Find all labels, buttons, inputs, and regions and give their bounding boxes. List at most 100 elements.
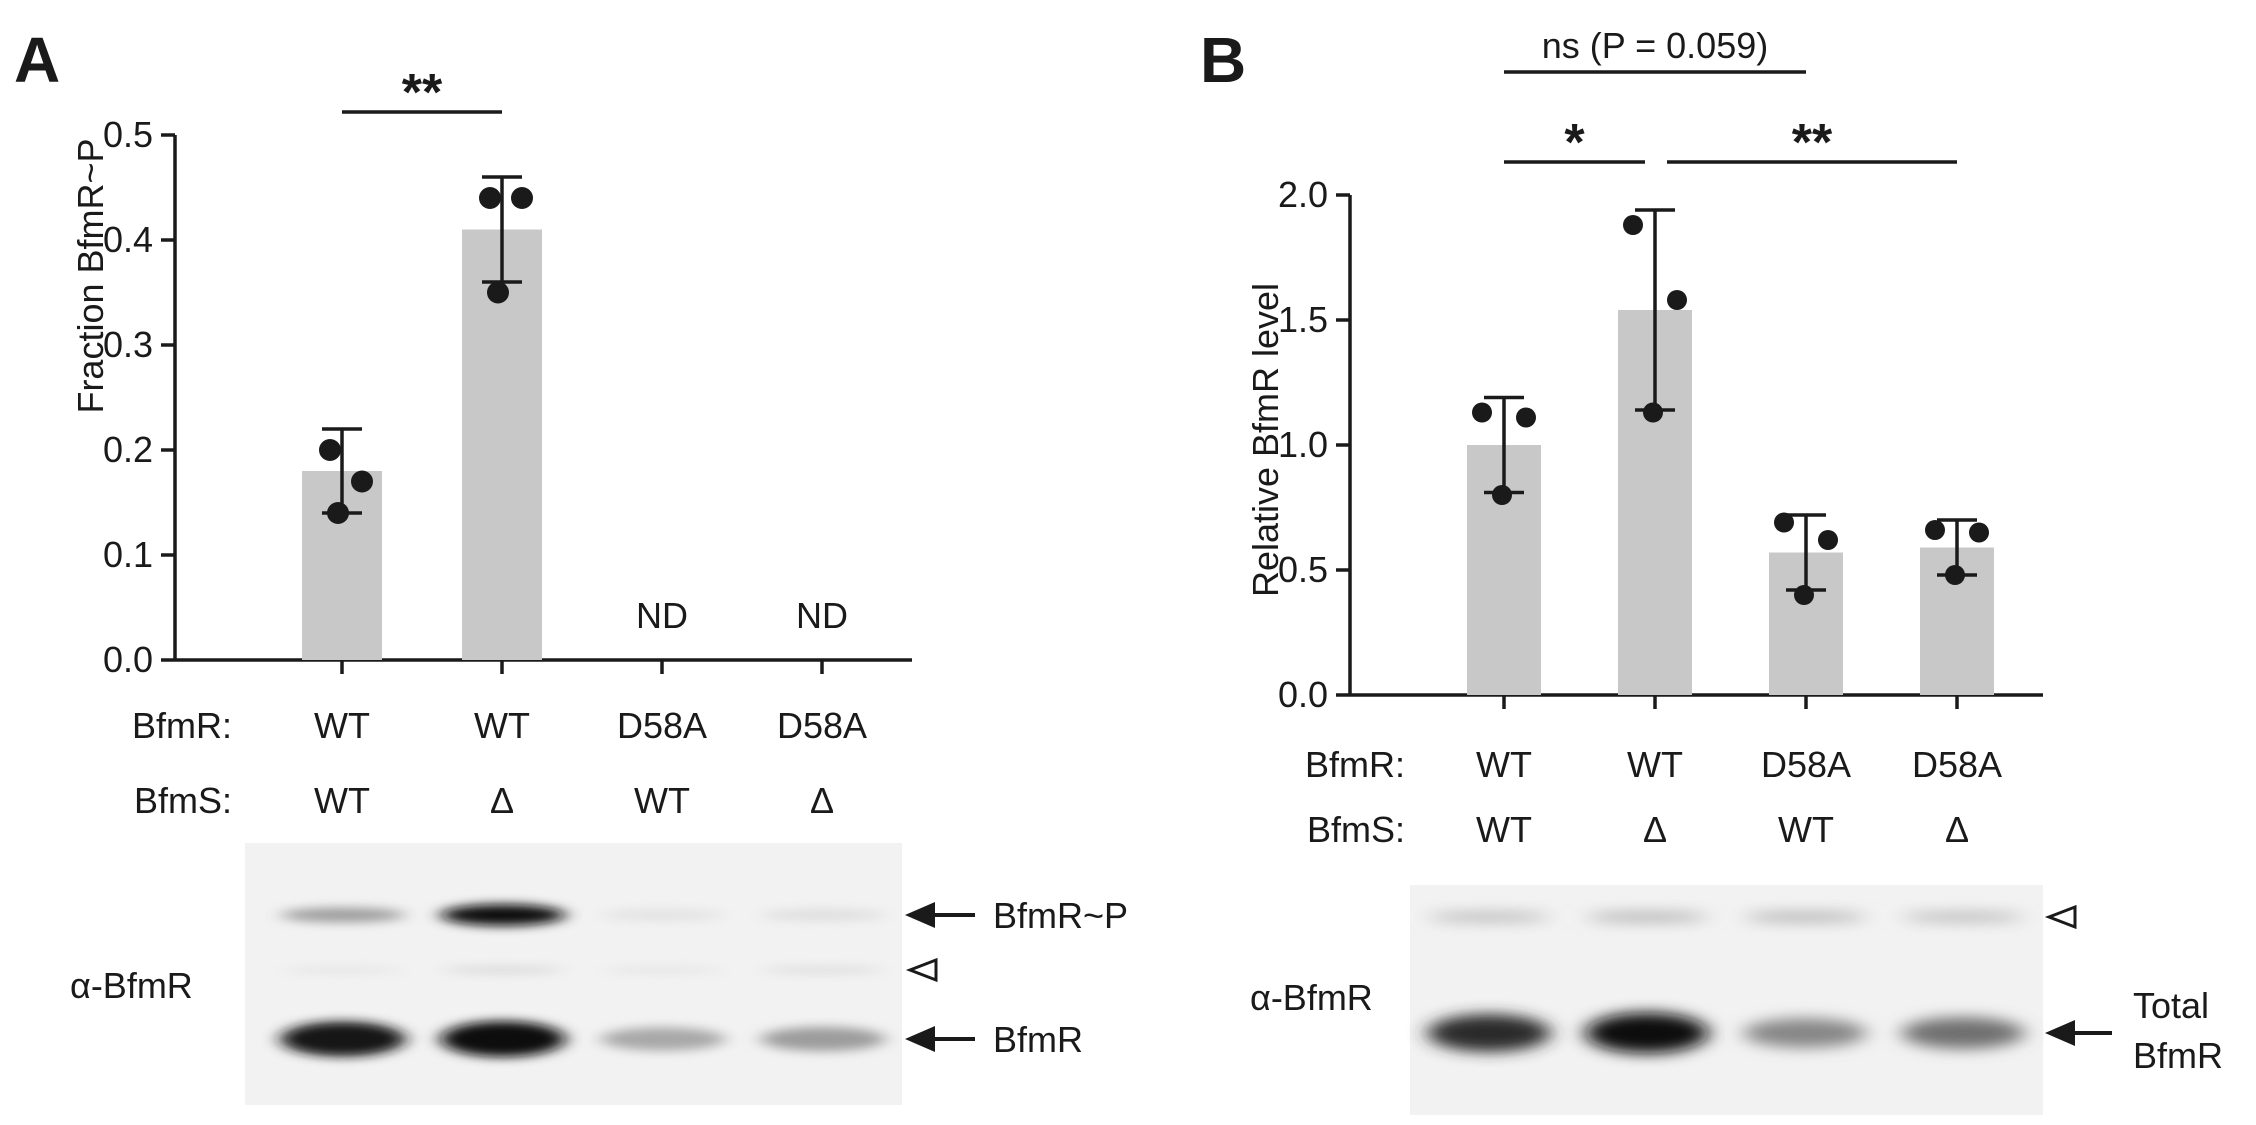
panel-b-blot-band: [1901, 912, 2025, 922]
panel-b-y-tick-label: 1.0: [1278, 424, 1328, 465]
panel-a-y-axis-label: Fraction BfmR~P: [70, 138, 111, 413]
panel-a-blot-antibody-label: α-BfmR: [70, 965, 193, 1006]
panel-b-data-point: [1969, 522, 1989, 543]
panel-b-data-point: [1643, 402, 1663, 423]
panel-a-not-detected-label: ND: [636, 595, 688, 636]
panel-b-data-point: [1818, 530, 1838, 550]
panel-a-bfms-genotype-label: Δ: [810, 780, 834, 821]
panel-a-data-point: [479, 187, 501, 209]
panel-a-plot: 0.0 0.1 0.2 0.3 0.4 0.5 WT WT WT Δ D58A WT ND D58A Δ ND…: [103, 64, 912, 821]
panel-a-blot-band: [280, 967, 406, 973]
panel-a-band-arrow-bfmr: [905, 1026, 975, 1052]
panel-a-data-point: [351, 470, 373, 493]
open-triangle-icon: [905, 957, 938, 983]
panel-a-blot-band: [280, 907, 406, 923]
panel-a-blot-band: [440, 904, 566, 926]
panel-b-blot-antibody-label: α-BfmR: [1250, 977, 1373, 1018]
panel-b-blot-band: [1427, 912, 1551, 922]
panel-a: A Fraction BfmR~P 0.0 0.1 0.2 0.3 0.4 0.5 WT WT…: [14, 24, 1128, 1105]
panel-a-data-point: [487, 281, 509, 304]
panel-b-blot-band: [1585, 912, 1709, 922]
panel-b-data-point: [1925, 520, 1945, 540]
panel-a-blot-band: [600, 967, 726, 973]
panel-b-blot-band: [1585, 1012, 1709, 1054]
panel-b-row-label-bfms: BfmS:: [1307, 809, 1405, 850]
panel-a-data-point: [319, 439, 341, 461]
panel-b-western-blot: [1410, 885, 2043, 1115]
panel-b-y-tick-label: 2.0: [1278, 174, 1328, 215]
panel-a-data-point: [511, 187, 533, 209]
panel-b-data-point: [1472, 402, 1492, 423]
panel-a-blot-band: [760, 1026, 886, 1052]
panel-b-bfmr-genotype-label: D58A: [1912, 744, 2002, 785]
panel-a-western-blot: [245, 843, 902, 1105]
panel-a-blot-band: [440, 1021, 566, 1057]
panel-a-blot-bands: [280, 904, 886, 1057]
panel-b-bfms-genotype-label: WT: [1778, 809, 1834, 850]
panel-b-blot-band: [1901, 1017, 2025, 1049]
panel-a-blot-band: [760, 967, 886, 973]
panel-b-significance-label: ns (P = 0.059): [1542, 25, 1768, 66]
panel-b-band-label-total: Total: [2133, 985, 2209, 1026]
panel-b-blot-band: [1743, 1018, 1867, 1048]
panel-a-bfms-genotype-label: WT: [634, 780, 690, 821]
panel-a-significance-label: **: [402, 64, 443, 122]
panel-a-y-tick-label: 0.1: [103, 534, 153, 575]
panel-a-bfmr-genotype-label: WT: [314, 705, 370, 746]
panel-b-data-point: [1492, 485, 1512, 505]
panel-b-bfms-genotype-label: Δ: [1643, 809, 1667, 850]
panel-a-label: A: [14, 24, 60, 96]
panel-b: B Relative BfmR level 0.0 0.5 1.0 1.5 2.0 WT W…: [1200, 24, 2223, 1115]
panel-b-y-tick-label: 0.0: [1278, 674, 1328, 715]
panel-b-band-arrow-total-bfmr: [2045, 1020, 2112, 1046]
panel-b-bfms-genotype-label: WT: [1476, 809, 1532, 850]
panel-b-y-axis-label: Relative BfmR level: [1245, 283, 1286, 597]
panel-a-blot-membrane: [245, 843, 902, 1105]
panel-b-blot-band: [1427, 1014, 1551, 1052]
panel-b-data-point: [1667, 290, 1687, 310]
panel-a-y-tick-label: 0.4: [103, 219, 153, 260]
panel-a-not-detected-label: ND: [796, 595, 848, 636]
panel-a-band-label-bfmr: BfmR: [993, 1019, 1083, 1060]
panel-b-y-tick-label: 0.5: [1278, 549, 1328, 590]
panel-a-y-tick-label: 0.5: [103, 114, 153, 155]
panel-a-bfmr-genotype-label: D58A: [777, 705, 867, 746]
open-triangle-icon: [2044, 904, 2077, 930]
panel-a-blot-band: [280, 1021, 406, 1057]
panel-a-y-tick-label: 0.3: [103, 324, 153, 365]
panel-a-y-tick-label: 0.0: [103, 639, 153, 680]
panel-a-band-arrow-bfmrp: [905, 902, 975, 928]
panel-a-bfms-genotype-label: WT: [314, 780, 370, 821]
panel-b-bfmr-genotype-label: WT: [1627, 744, 1683, 785]
panel-b-row-label-bfmr: BfmR:: [1305, 744, 1405, 785]
panel-b-blot-band: [1743, 912, 1867, 922]
arrowhead-left-icon: [905, 902, 935, 928]
panel-a-blot-band: [600, 909, 726, 921]
panel-b-data-point: [1774, 512, 1794, 533]
panel-a-blot-band: [760, 909, 886, 921]
panel-b-band-label-bfmr: BfmR: [2133, 1035, 2223, 1076]
panel-b-bfmr-genotype-label: WT: [1476, 744, 1532, 785]
panel-b-blot-membrane: [1410, 885, 2043, 1115]
panel-b-label: B: [1200, 24, 1246, 96]
panel-a-row-label-bfms: BfmS:: [134, 780, 232, 821]
panel-a-blot-band: [440, 967, 566, 973]
arrowhead-left-icon: [905, 1026, 935, 1052]
panel-a-bfmr-genotype-label: D58A: [617, 705, 707, 746]
panel-a-y-tick-label: 0.2: [103, 429, 153, 470]
panel-a-blot-band: [600, 1027, 726, 1051]
panel-b-data-point: [1794, 585, 1814, 605]
panel-a-bfms-genotype-label: Δ: [490, 780, 514, 821]
panel-b-bfmr-genotype-label: D58A: [1761, 744, 1851, 785]
panel-b-blot-bands: [1427, 912, 2025, 1054]
arrowhead-left-icon: [2045, 1020, 2075, 1046]
panel-a-band-label-bfmrp: BfmR~P: [993, 895, 1128, 936]
panel-b-data-point: [1623, 215, 1643, 235]
panel-a-row-label-bfmr: BfmR:: [132, 705, 232, 746]
panel-b-significance-label: **: [1792, 114, 1833, 172]
panel-b-data-point: [1516, 407, 1536, 428]
panel-a-bfmr-genotype-label: WT: [474, 705, 530, 746]
panel-b-bfms-genotype-label: Δ: [1945, 809, 1969, 850]
